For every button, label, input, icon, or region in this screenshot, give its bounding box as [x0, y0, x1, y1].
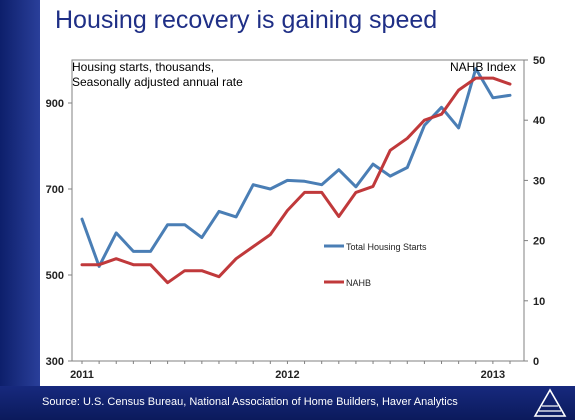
footer-band	[0, 386, 575, 420]
x-axis-tick-label: 2011	[70, 369, 94, 381]
plot-area-border	[71, 59, 525, 362]
series-line-housing-starts	[80, 67, 512, 268]
right-axis-tick-label: 10	[533, 296, 545, 308]
left-axis-tick-label: 300	[46, 356, 64, 368]
chart-frame: 300 500 700 900 0 10 20 30 40 50 2011 2012 2013 Total…	[40, 48, 575, 386]
right-axis-tick-label: 40	[533, 115, 545, 127]
left-axis-tick-label: 700	[46, 184, 64, 196]
legend-label: Total Housing Starts	[346, 242, 427, 252]
right-axis-tick-label: 30	[533, 175, 545, 187]
right-axis-note: NAHB Index	[450, 60, 517, 74]
haver-logo-icon	[533, 388, 567, 417]
left-accent-band	[0, 0, 40, 420]
left-axis-note-line2: Seasonally adjusted annual rate	[72, 75, 243, 89]
right-axis-tick-label: 50	[533, 55, 545, 67]
source-text: Source: U.S. Census Bureau, National Ass…	[42, 396, 458, 408]
series-line-nahb	[80, 76, 512, 285]
legend-label: NAHB	[346, 278, 371, 288]
right-axis-tick-label: 20	[533, 236, 545, 248]
line-chart: 300 500 700 900 0 10 20 30 40 50 2011 2012 2013 Total…	[46, 55, 546, 381]
title-bar	[40, 0, 575, 48]
x-axis-tick-label: 2013	[481, 369, 505, 381]
slide-title: Housing recovery is gaining speed	[55, 6, 438, 34]
left-axis-tick-label: 900	[46, 98, 64, 110]
x-axis-tick-label: 2012	[275, 369, 299, 381]
left-axis-note-line1: Housing starts, thousands,	[72, 60, 215, 74]
left-axis-tick-label: 500	[46, 270, 64, 282]
right-axis-tick-label: 0	[533, 356, 539, 368]
